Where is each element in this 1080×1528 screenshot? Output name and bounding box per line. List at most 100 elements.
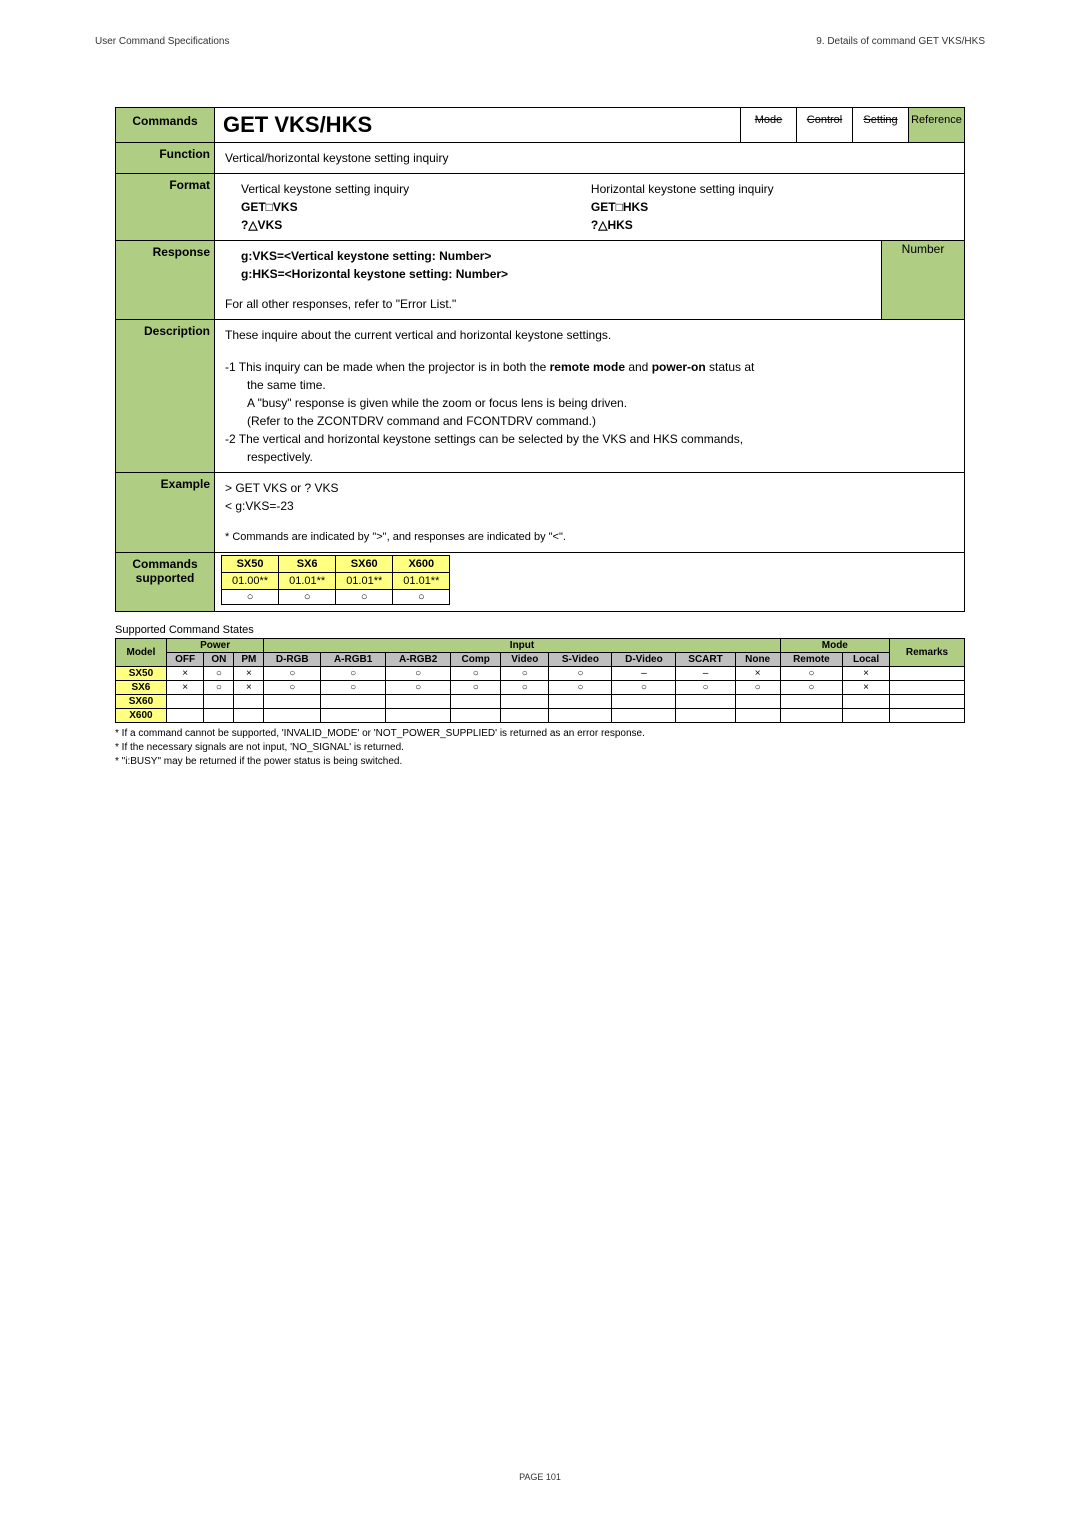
function-text: Vertical/horizontal keystone setting inq… (215, 143, 965, 174)
badge-control: Control (796, 108, 852, 142)
st-cell-3-1 (204, 708, 234, 722)
example-l1: > GET VKS or ? VKS (225, 479, 954, 497)
st-sub-7: Video (501, 652, 549, 666)
st-cell-1-11: ○ (735, 680, 780, 694)
response-body: g:VKS=<Vertical keystone setting: Number… (215, 241, 882, 319)
header-right: 9. Details of command GET VKS/HKS (816, 36, 985, 47)
description-body: These inquire about the current vertical… (215, 320, 965, 473)
st-cell-1-7: ○ (501, 680, 549, 694)
st-cell-3-12 (780, 708, 843, 722)
function-label: Function (116, 143, 215, 174)
st-cell-2-3 (264, 694, 321, 708)
response-l1b: g:HKS=<Horizontal keystone setting: Numb… (241, 267, 508, 281)
desc-n1b: remote mode (550, 360, 625, 374)
st-cell-2-9 (612, 694, 676, 708)
st-cell-2-4 (321, 694, 386, 708)
desc-n2: -2 The vertical and horizontal keystone … (225, 430, 954, 448)
st-cell-0-8: ○ (549, 666, 612, 680)
example-label: Example (116, 473, 215, 553)
st-cell-0-5: ○ (386, 666, 451, 680)
supported-inner-table: SX50 SX6 SX60 X600 01.00** 01.01** 01.01… (221, 555, 450, 605)
page-number: PAGE 101 (0, 1472, 1080, 1482)
format-body: Vertical keystone setting inquiry GET□VK… (215, 174, 965, 241)
st-cell-0-7: ○ (501, 666, 549, 680)
format-horiz-l1: GET□HKS (591, 200, 648, 214)
commands-label: Commands (116, 108, 215, 143)
st-cell-1-3: ○ (264, 680, 321, 694)
desc-n1f: the same time. (225, 376, 954, 394)
badge-mode: Mode (740, 108, 796, 142)
sc-o-2: ○ (336, 589, 393, 604)
st-model: Model (116, 638, 167, 666)
st-cell-3-2 (234, 708, 264, 722)
st-cell-1-5: ○ (386, 680, 451, 694)
st-power: Power (166, 638, 264, 652)
st-mode: Mode (780, 638, 889, 652)
st-cell-2-10 (676, 694, 735, 708)
st-input: Input (264, 638, 780, 652)
st-cell-2-13 (843, 694, 890, 708)
st-cell-2-8 (549, 694, 612, 708)
st-cell-0-10: – (676, 666, 735, 680)
command-title: GET VKS/HKS (215, 108, 740, 142)
st-cell-3-13 (843, 708, 890, 722)
st-row-model-0: SX50 (116, 666, 167, 680)
badge-setting: Setting (852, 108, 908, 142)
st-cell-2-12 (780, 694, 843, 708)
desc-intro: These inquire about the current vertical… (225, 326, 954, 344)
st-cell-0-13: × (843, 666, 890, 680)
example-note: * Commands are indicated by ">", and res… (225, 529, 954, 546)
sc-v-1: 01.01** (279, 572, 336, 589)
response-l1a: g:VKS=<Vertical keystone setting: Number… (241, 249, 491, 263)
example-l2: < g:VKS=-23 (225, 497, 954, 515)
supported-label: Commandssupported (116, 552, 215, 611)
st-cell-0-12: ○ (780, 666, 843, 680)
st-cell-2-0 (166, 694, 204, 708)
format-horiz-title: Horizontal keystone setting inquiry (591, 180, 774, 198)
desc-n1d: power-on (652, 360, 706, 374)
format-vert-l2: ?△VKS (241, 218, 282, 232)
st-cell-3-6 (451, 708, 501, 722)
st-sub-0: OFF (166, 652, 204, 666)
st-sub-3: D-RGB (264, 652, 321, 666)
st-sub-4: A-RGB1 (321, 652, 386, 666)
st-cell-3-10 (676, 708, 735, 722)
st-cell-1-0: × (166, 680, 204, 694)
st-cell-0-3: ○ (264, 666, 321, 680)
fn-2: * "i:BUSY" may be returned if the power … (115, 755, 965, 769)
st-sub-5: A-RGB2 (386, 652, 451, 666)
fn-0: * If a command cannot be supported, 'INV… (115, 727, 965, 741)
response-l2: For all other responses, refer to "Error… (225, 295, 871, 313)
desc-n1e: status at (706, 360, 755, 374)
st-cell-0-6: ○ (451, 666, 501, 680)
st-sub-9: D-Video (612, 652, 676, 666)
st-cell-1-8: ○ (549, 680, 612, 694)
fn-1: * If the necessary signals are not input… (115, 741, 965, 755)
format-vert-title: Vertical keystone setting inquiry (241, 180, 591, 198)
st-cell-3-7 (501, 708, 549, 722)
sc-h-2: SX60 (336, 555, 393, 572)
st-cell-1-6: ○ (451, 680, 501, 694)
footnotes: * If a command cannot be supported, 'INV… (115, 727, 965, 769)
st-cell-3-11 (735, 708, 780, 722)
example-body: > GET VKS or ? VKS < g:VKS=-23 * Command… (215, 473, 965, 553)
st-row-model-3: X600 (116, 708, 167, 722)
desc-n1a: -1 This inquiry can be made when the pro… (225, 360, 550, 374)
st-cell-3-5 (386, 708, 451, 722)
st-row-model-1: SX6 (116, 680, 167, 694)
description-label: Description (116, 320, 215, 473)
desc-n1c: and (625, 360, 652, 374)
st-cell-1-2: × (234, 680, 264, 694)
sc-o-0: ○ (222, 589, 279, 604)
header-left: User Command Specifications (95, 36, 230, 47)
sc-h-0: SX50 (222, 555, 279, 572)
st-cell-0-2: × (234, 666, 264, 680)
st-cell-1-12: ○ (780, 680, 843, 694)
st-cell-0-0: × (166, 666, 204, 680)
sc-o-3: ○ (393, 589, 450, 604)
st-cell-2-11 (735, 694, 780, 708)
st-cell-3-9 (612, 708, 676, 722)
st-cell-1-4: ○ (321, 680, 386, 694)
st-cell-0-11: × (735, 666, 780, 680)
st-cell-0-1: ○ (204, 666, 234, 680)
